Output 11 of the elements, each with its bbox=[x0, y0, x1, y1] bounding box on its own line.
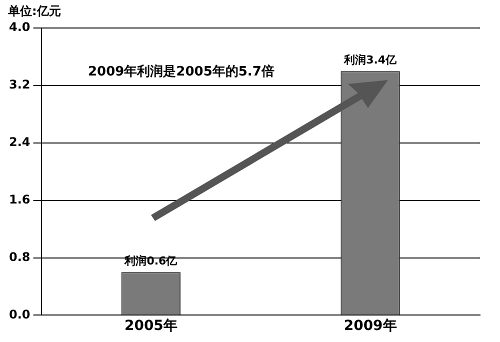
y-tick-label: 4.0 bbox=[8, 20, 30, 34]
x-tick-label: 2005年 bbox=[124, 318, 178, 334]
y-tick-label: 0.0 bbox=[8, 307, 30, 322]
x-tick-label: 2009年 bbox=[344, 318, 397, 334]
annotation: 2009年利润是2005年的5.7倍 bbox=[88, 63, 274, 80]
y-tick-label: 2.4 bbox=[8, 135, 30, 150]
data-label: 利润3.4亿 bbox=[343, 53, 398, 66]
y-tick-label: 1.6 bbox=[8, 192, 30, 206]
y-tick-label: 0.8 bbox=[8, 250, 30, 264]
y-axis-title: 单位:亿元 bbox=[7, 4, 61, 18]
y-tick-label: 3.2 bbox=[8, 78, 30, 92]
